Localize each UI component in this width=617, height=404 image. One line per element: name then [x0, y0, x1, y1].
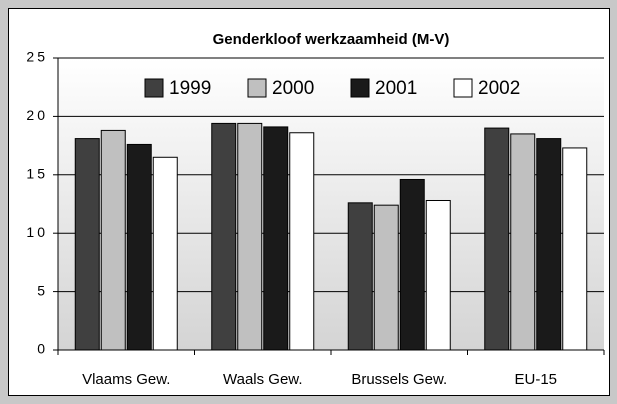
bar [347, 202, 373, 351]
bar [510, 133, 536, 351]
x-tick-label: Brussels Gew. [351, 371, 447, 388]
bar [211, 122, 237, 351]
x-tick-label: EU-15 [514, 371, 557, 388]
bar [536, 138, 562, 351]
bar [562, 147, 588, 351]
x-tick-label: Waals Gew. [223, 371, 302, 388]
legend-swatch [144, 78, 164, 98]
bar [399, 178, 425, 351]
bar [237, 122, 263, 351]
bar [373, 204, 399, 351]
y-tick-label: 0 [37, 341, 48, 357]
legend-label: 1999 [169, 78, 211, 99]
y-tick-label: 20 [26, 107, 48, 123]
bar [425, 199, 451, 351]
legend-swatch [350, 78, 370, 98]
legend-label: 2000 [272, 78, 314, 99]
legend-swatch [453, 78, 473, 98]
chart-title: Genderkloof werkzaamheid (M-V) [213, 31, 450, 48]
legend-swatch [247, 78, 267, 98]
y-tick-label: 5 [37, 282, 48, 298]
y-tick-label: 10 [26, 224, 48, 240]
x-tick-label: Vlaams Gew. [82, 371, 170, 388]
bar [263, 126, 289, 351]
bar [289, 132, 315, 351]
bar [74, 138, 100, 351]
bar [126, 143, 152, 351]
y-tick-label: 15 [26, 166, 48, 182]
bar [484, 127, 510, 351]
bar [100, 129, 126, 351]
bar [152, 156, 178, 351]
legend-label: 2002 [478, 78, 520, 99]
y-tick-label: 25 [26, 49, 48, 65]
legend-label: 2001 [375, 78, 417, 99]
